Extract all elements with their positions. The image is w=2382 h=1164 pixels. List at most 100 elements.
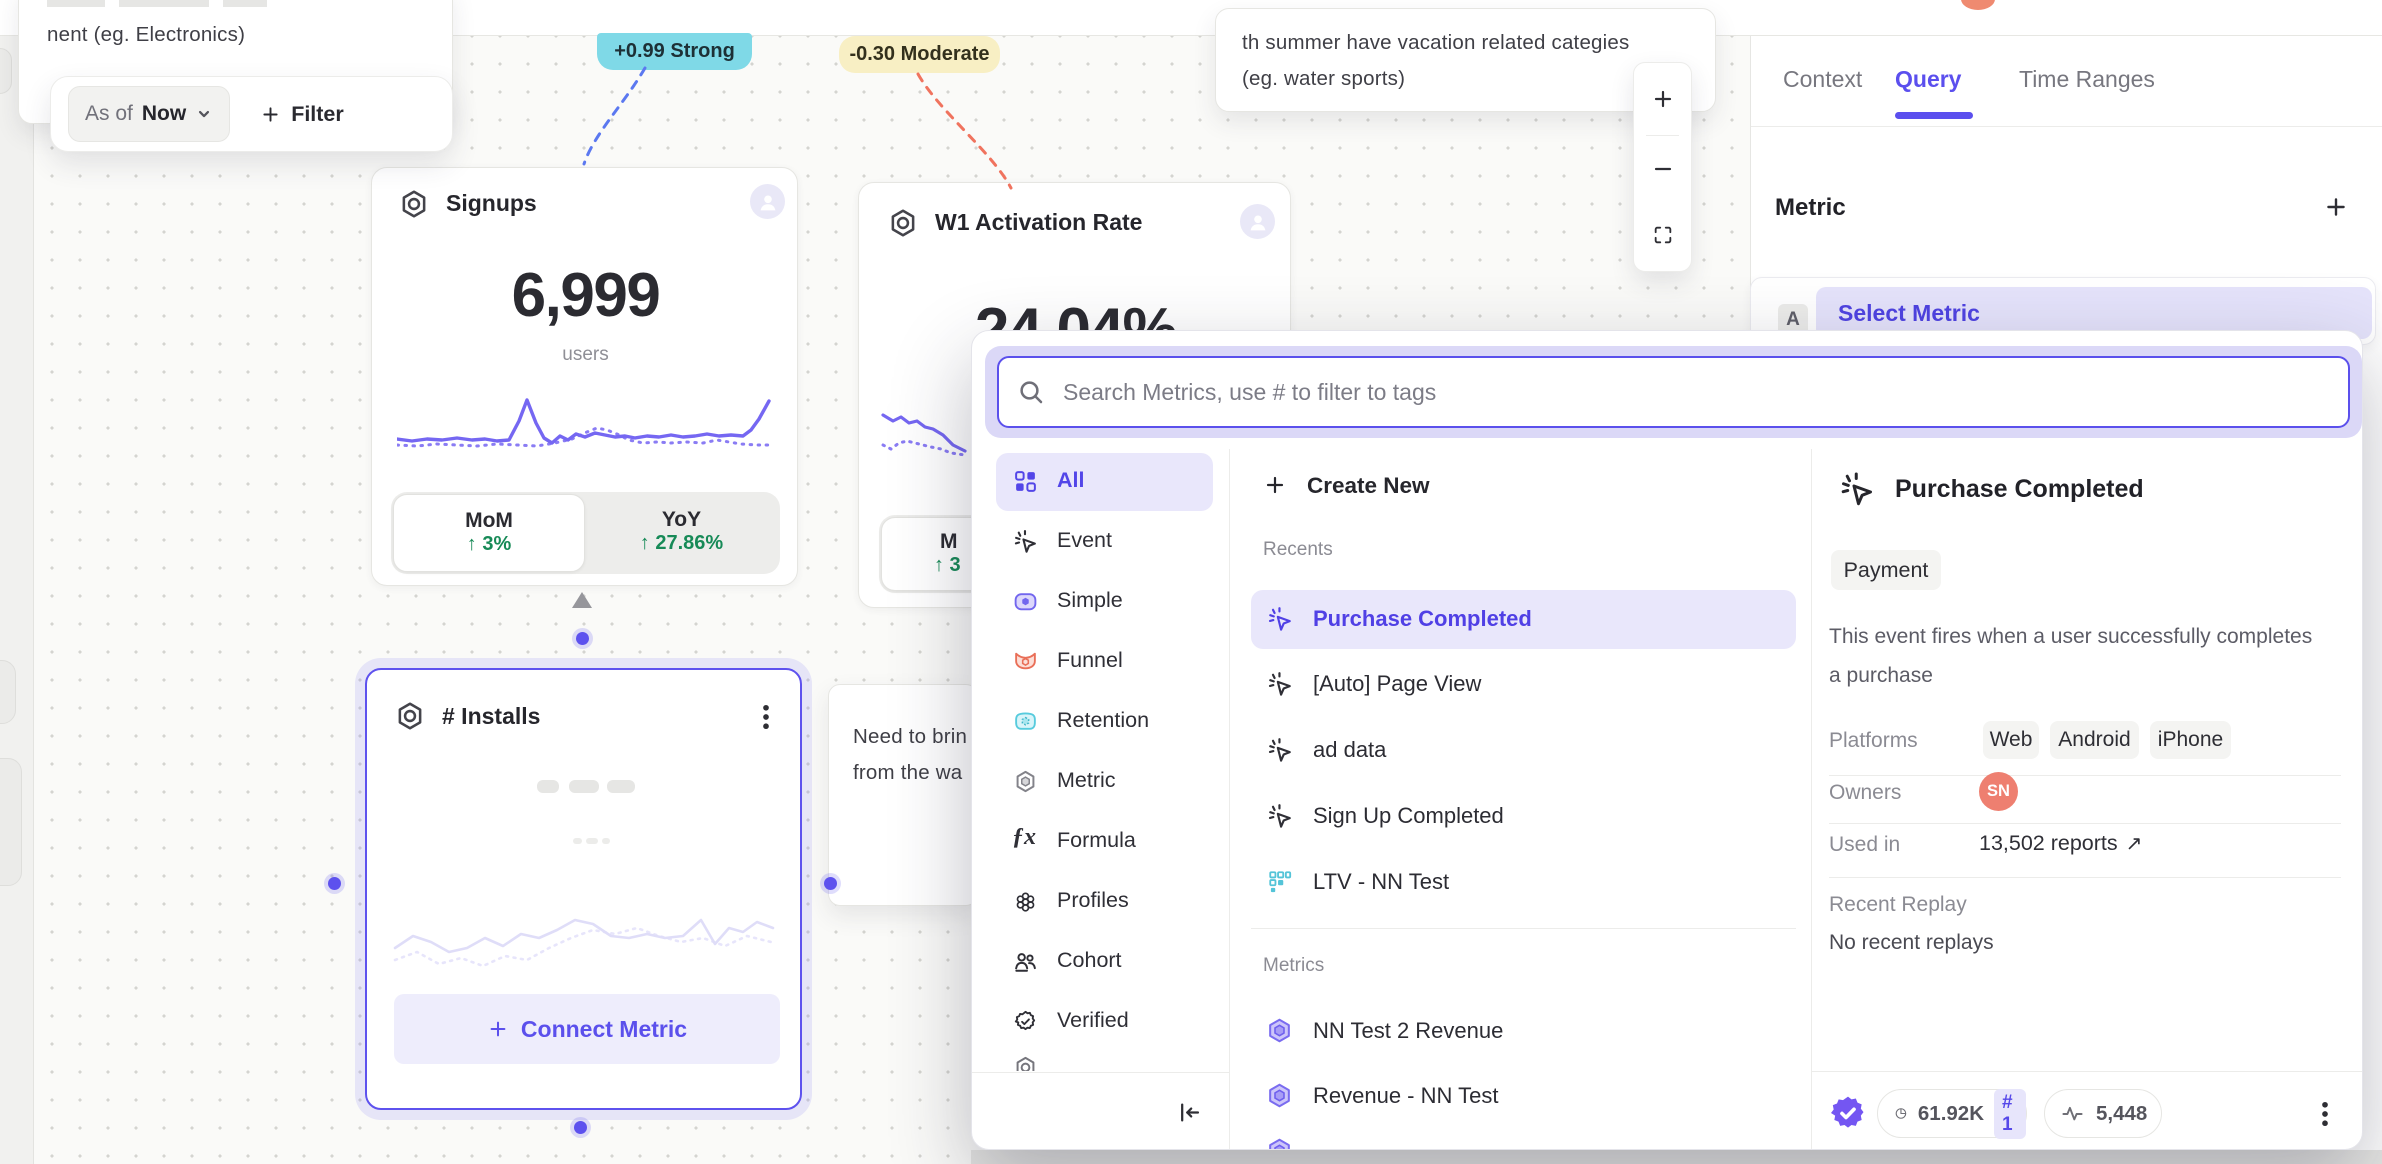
- used-in-link[interactable]: 13,502 reports ↗: [1979, 831, 2142, 856]
- event-icon: [1267, 671, 1293, 697]
- create-new-button[interactable]: Create New: [1251, 459, 1791, 513]
- connector-handle[interactable]: [328, 877, 341, 890]
- verified-icon: [1013, 1009, 1038, 1034]
- category-verified[interactable]: Verified: [996, 993, 1213, 1051]
- sticky-note-summer[interactable]: th summer have vacation related categies…: [1215, 8, 1716, 112]
- page-bottom-strip: [971, 1150, 2382, 1164]
- event-icon: [1839, 471, 1875, 507]
- canvas-toolbar: As of Now Filter: [50, 76, 453, 152]
- activity-icon: [2061, 1102, 2084, 1125]
- category-label: Formula: [1057, 828, 1136, 852]
- collapse-left-icon[interactable]: [1176, 1099, 1203, 1126]
- category-label: Metric: [1057, 768, 1116, 792]
- pie-chart-icon: [1894, 1102, 1908, 1125]
- category-profiles[interactable]: Profiles: [996, 873, 1213, 931]
- plus-icon: [487, 1018, 509, 1040]
- metric-row[interactable]: A Select Metric: [1750, 277, 2376, 345]
- list-item-metric[interactable]: Revenue - NN Test: [1251, 1067, 1796, 1126]
- list-item-recent[interactable]: Sign Up Completed: [1251, 787, 1796, 846]
- add-metric-button[interactable]: [2323, 194, 2349, 220]
- sparkline-chart: [881, 413, 967, 457]
- formula-icon: ƒx: [1012, 824, 1036, 850]
- simple-icon: [1013, 589, 1038, 614]
- event-icon: [1267, 606, 1293, 632]
- external-link-icon: ↗: [2125, 833, 2143, 855]
- select-metric-label: Select Metric: [1838, 299, 1980, 326]
- category-formula[interactable]: ƒx Formula: [996, 813, 1213, 871]
- used-in-label: Used in: [1829, 833, 1901, 856]
- category-event[interactable]: Event: [996, 513, 1213, 571]
- metric-card-signups[interactable]: Signups 6,999 users MoM ↑ 3% YoY ↑ 27.86…: [371, 167, 798, 586]
- tab-query[interactable]: Query: [1895, 66, 1962, 92]
- platform-chip-android: Android: [2050, 721, 2139, 759]
- connect-metric-label: Connect Metric: [520, 1015, 688, 1042]
- owner-avatar[interactable]: SN: [1979, 772, 2018, 811]
- zoom-in-button[interactable]: [1634, 63, 1691, 135]
- list-item-label: NN Test 2 Revenue: [1313, 1018, 1504, 1043]
- correlation-badge-moderate[interactable]: -0.30 Moderate: [839, 36, 1000, 73]
- connector-handle[interactable]: [574, 1121, 587, 1134]
- category-all[interactable]: All: [996, 453, 1213, 511]
- skeleton-dash: [602, 838, 610, 844]
- fit-screen-button[interactable]: [1634, 202, 1691, 268]
- rail-shape: [0, 48, 12, 94]
- recent-replay-label: Recent Replay: [1829, 893, 1967, 916]
- metric-card-installs[interactable]: # Installs Connect Metric: [365, 668, 802, 1110]
- list-item-recent[interactable]: [Auto] Page View: [1251, 655, 1796, 714]
- kebab-menu-icon[interactable]: [2308, 1097, 2342, 1131]
- tab-time-ranges[interactable]: Time Ranges: [2019, 66, 2155, 92]
- events-volume-pill[interactable]: 61.92K # 1: [1877, 1088, 2027, 1139]
- kebab-menu-icon[interactable]: [749, 700, 783, 734]
- metric-picker-modal: All Event Simple Funnel Retention Metric…: [971, 330, 2363, 1150]
- metric-hexagon-icon: [394, 700, 426, 732]
- metrics-section-label: Metrics: [1263, 955, 1325, 976]
- search-input[interactable]: [997, 356, 2350, 428]
- person-icon: [756, 190, 780, 214]
- skeleton-dash: [573, 838, 582, 844]
- tab-context[interactable]: Context: [1783, 66, 1863, 92]
- connect-metric-button[interactable]: Connect Metric: [394, 994, 780, 1064]
- skeleton-dash: [586, 838, 598, 844]
- list-item-recent[interactable]: Purchase Completed: [1251, 590, 1796, 649]
- sticky-note-need[interactable]: Need to brin from the wa: [828, 684, 978, 906]
- toggle-yoy[interactable]: YoY ↑ 27.86%: [585, 494, 778, 572]
- category-funnel[interactable]: Funnel: [996, 633, 1213, 691]
- category-cohort[interactable]: Cohort: [996, 933, 1213, 991]
- plus-icon: [1651, 87, 1675, 111]
- category-retention[interactable]: Retention: [996, 693, 1213, 751]
- mom-label: M: [940, 530, 958, 553]
- chevron-down-icon: [195, 105, 213, 123]
- metric-hexagon-purple-icon: [1266, 1082, 1293, 1109]
- list-item-recent[interactable]: LTV - NN Test: [1251, 853, 1796, 912]
- metric-hexagon-icon: [887, 207, 919, 239]
- rank-chip: # 1: [1994, 1088, 2026, 1139]
- list-item-label: ad data: [1313, 737, 1387, 762]
- note-summer-line1: th summer have vacation related categies: [1242, 31, 1630, 54]
- category-simple[interactable]: Simple: [996, 573, 1213, 631]
- connector-handle[interactable]: [824, 877, 837, 890]
- add-filter-button[interactable]: Filter: [260, 102, 344, 127]
- list-item-recent[interactable]: ad data: [1251, 721, 1796, 780]
- mom-label: MoM: [465, 509, 513, 532]
- correlation-badge-strong[interactable]: +0.99 Strong: [597, 33, 752, 70]
- as-of-dropdown[interactable]: As of Now: [68, 86, 231, 142]
- events-count: 61.92K: [1917, 1101, 1985, 1125]
- platform-chip-iphone: iPhone: [2150, 721, 2231, 759]
- detail-tag[interactable]: Payment: [1831, 550, 1941, 590]
- minus-icon: [1651, 157, 1675, 181]
- connector-handle[interactable]: [576, 632, 589, 645]
- activity-pill[interactable]: 5,448: [2044, 1089, 2162, 1138]
- profiles-icon: [1013, 889, 1038, 914]
- zoom-out-button[interactable]: [1634, 136, 1691, 202]
- fullscreen-icon: [1652, 224, 1674, 246]
- canvas-zoom-controls: [1633, 62, 1692, 272]
- category-metric[interactable]: Metric: [996, 753, 1213, 811]
- badge-moderate-text: -0.30 Moderate: [849, 43, 990, 65]
- list-item-metric[interactable]: NN Test 2 Revenue: [1251, 1002, 1796, 1061]
- category-label: Funnel: [1057, 648, 1123, 672]
- list-item-label: Sign Up Completed: [1313, 803, 1504, 828]
- toggle-mom[interactable]: MoM ↑ 3%: [393, 494, 585, 572]
- metric-hexagon-purple-icon: [1266, 1137, 1293, 1150]
- cohort-icon: [1013, 949, 1038, 974]
- metric-icon: [1013, 769, 1038, 794]
